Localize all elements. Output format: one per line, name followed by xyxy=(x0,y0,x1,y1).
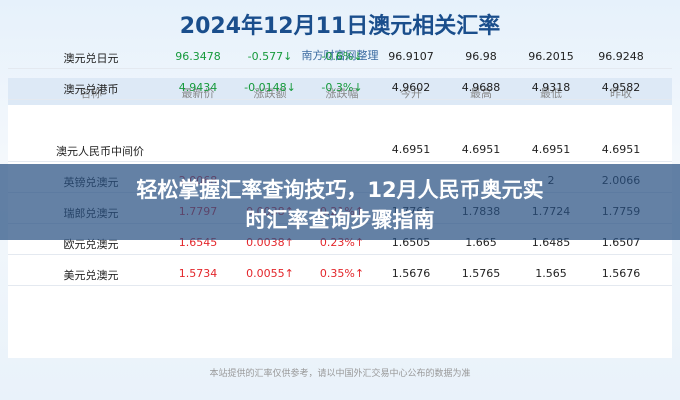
header-row: 名称 最新价 涨跌额 涨跌幅 今开 最高 最低 昨收 xyxy=(8,78,672,105)
table-cell: 4.9582 xyxy=(601,81,641,94)
table-cell: -0.0148↓ xyxy=(244,81,296,94)
table-cell: 1.5676 xyxy=(601,267,641,280)
column-header: 今开 xyxy=(400,87,422,100)
table-cell: 0.35%↑ xyxy=(319,267,365,280)
banner-line: 时汇率查询步骤指南 xyxy=(245,208,435,232)
table-cell: 美元兑澳元 xyxy=(63,269,119,282)
table-cell: 4.9318 xyxy=(531,81,571,94)
column-header: 最新价 xyxy=(181,87,215,100)
table-cell: 欧元兑澳元 xyxy=(63,238,119,251)
table-cell: 4.6951 xyxy=(461,143,501,156)
title: 2024年12月11日澳元相关汇率 xyxy=(179,14,501,39)
column-header: 涨跌额 xyxy=(253,87,287,100)
row-divider xyxy=(8,161,672,162)
table-cell: 4.9602 xyxy=(391,81,431,94)
table-cell: 澳元人民币中间价 xyxy=(56,145,144,158)
table-cell: 96.3478 xyxy=(175,50,221,63)
table-cell: 1.565 xyxy=(535,267,567,280)
row-divider xyxy=(8,285,672,286)
table-cell: -0.3%↓ xyxy=(321,81,363,94)
banner: 轻松掌握汇率查询技巧，12月人民币奥元实 时汇率查询步骤指南 xyxy=(0,164,680,240)
table-cell: 4.9688 xyxy=(461,81,501,94)
footer-note: 本站提供的汇率仅供参考，请以中国外汇交易中心公布的数据为准 xyxy=(209,369,471,379)
table-cell: 4.6951 xyxy=(391,143,431,156)
row-divider xyxy=(8,254,672,255)
column-header: 昨收 xyxy=(610,87,632,100)
table-cell: 澳元兑日元 xyxy=(63,52,119,65)
table-cell: 96.98 xyxy=(465,50,497,63)
table-cell: 4.6951 xyxy=(531,143,571,156)
banner-line: 轻松掌握汇率查询技巧，12月人民币奥元实 xyxy=(136,178,544,202)
column-header: 涨跌幅 xyxy=(325,87,359,100)
table-cell: 4.9434 xyxy=(178,81,218,94)
table-cell: 0.0055↑ xyxy=(246,267,294,280)
table-cell: -0.577↓ xyxy=(247,50,293,63)
column-header: 名称 xyxy=(80,87,102,100)
table-cell: 4.6951 xyxy=(601,143,641,156)
table-cell: 1.5676 xyxy=(391,267,431,280)
column-header: 最高 xyxy=(470,87,492,100)
row-divider xyxy=(8,99,672,100)
row-divider xyxy=(8,68,672,69)
table-cell: -0.6%↓ xyxy=(321,50,363,63)
table-cell: 96.9248 xyxy=(598,50,644,63)
table-cell: 1.5765 xyxy=(461,267,501,280)
table-cell: 96.2015 xyxy=(528,50,574,63)
table-cell: 澳元兑港币 xyxy=(63,83,119,96)
table-cell: 1.5734 xyxy=(178,267,218,280)
column-header: 最低 xyxy=(540,87,562,100)
subtitle: 南方财富网整理 xyxy=(301,49,379,62)
table-cell: 96.9107 xyxy=(388,50,434,63)
